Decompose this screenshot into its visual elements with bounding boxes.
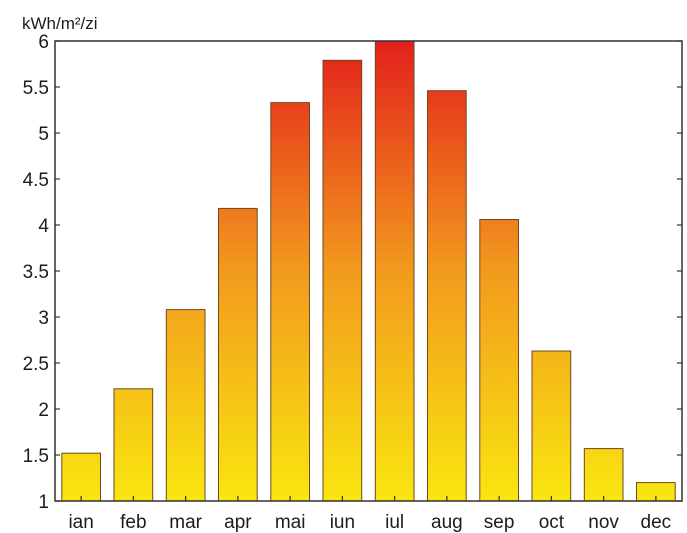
y-tick-label: 2 [38,400,49,421]
x-tick-label-nov: nov [588,512,619,533]
bar-iun [322,59,363,502]
bar-feb [113,388,154,502]
y-tick-label: 1 [38,492,49,513]
y-tick-label: 3.5 [23,262,49,283]
bar-nov [583,448,624,502]
bar-oct [531,350,572,502]
x-tick-label-aug: aug [431,512,463,533]
x-tick-label-ian: ian [68,512,93,533]
y-tick-label: 3 [38,308,49,329]
x-tick-label-mai: mai [275,512,306,533]
x-tick-label-feb: feb [120,512,146,533]
bar-mai [270,102,310,502]
y-tick-label: 2.5 [23,354,49,375]
bar-ian [61,452,101,502]
x-tick-label-iun: iun [330,512,355,533]
bar-mar [165,309,206,502]
bar-apr [218,207,258,502]
y-tick-label: 5 [38,124,49,145]
x-tick-label-sep: sep [484,512,515,533]
y-tick-label: 1.5 [23,446,49,467]
bar-sep [479,219,519,502]
x-tick-label-oct: oct [539,512,565,533]
x-tick-label-apr: apr [224,512,252,533]
x-tick-label-dec: dec [641,512,672,533]
bar-aug [427,90,467,502]
y-tick-label: 4 [38,216,49,237]
y-tick-label: 4.5 [23,170,49,191]
y-tick-label: 6 [38,32,49,53]
y-axis-unit-label: kWh/m²/zi [22,14,98,33]
x-tick-label-iul: iul [385,512,404,533]
bar-iul [374,40,415,502]
x-tick-label-mar: mar [169,512,202,533]
y-tick-label: 5.5 [23,78,49,99]
